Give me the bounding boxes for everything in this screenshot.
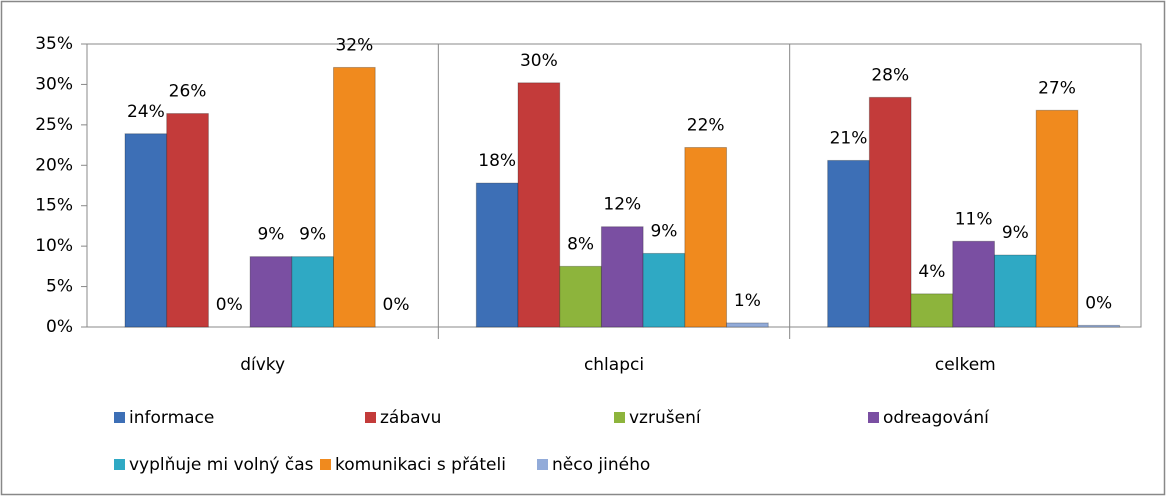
value-label: 27%: [1038, 78, 1076, 98]
value-label: 26%: [169, 82, 207, 102]
bar: [1077, 324, 1121, 328]
bar: [333, 66, 376, 328]
value-label: 30%: [520, 51, 558, 71]
bar: [475, 182, 519, 328]
legend-label: vzrušení: [629, 408, 702, 428]
legend-label: vyplňuje mi volný čas: [129, 455, 314, 475]
bar: [559, 265, 602, 328]
value-label: 22%: [687, 115, 725, 135]
y-tick-label: 25%: [35, 115, 73, 135]
bar: [249, 256, 293, 328]
y-tick-label: 30%: [35, 74, 73, 94]
value-label: 8%: [567, 234, 594, 254]
legend-swatch: [320, 459, 331, 470]
bar: [827, 159, 870, 328]
bar: [952, 240, 995, 328]
legend-label: zábavu: [380, 408, 441, 428]
value-label: 4%: [918, 262, 945, 282]
legend-swatch: [614, 412, 625, 423]
bar: [993, 254, 1037, 328]
bar: [166, 113, 209, 328]
value-label: 9%: [1002, 223, 1029, 243]
value-label: 11%: [955, 209, 993, 229]
y-tick-label: 5%: [46, 277, 73, 297]
value-label: 9%: [650, 221, 677, 241]
x-tick-label: dívky: [240, 355, 285, 375]
value-label: 12%: [603, 195, 641, 215]
legend-swatch: [114, 412, 125, 423]
bar: [868, 96, 912, 328]
bar: [600, 226, 644, 328]
legend-label: odreagování: [883, 408, 990, 428]
x-tick-label: chlapci: [584, 355, 644, 375]
bar: [726, 322, 769, 328]
value-label: 1%: [734, 291, 761, 311]
value-label: 32%: [335, 35, 373, 55]
bar: [642, 252, 686, 328]
value-label: 18%: [478, 151, 516, 171]
bar: [291, 256, 334, 328]
legend-swatch: [537, 459, 548, 470]
legend-label: informace: [129, 408, 214, 428]
value-label: 0%: [216, 295, 243, 315]
legend-label: něco jiného: [552, 455, 650, 475]
y-tick-label: 20%: [35, 155, 73, 175]
x-tick-label: celkem: [935, 355, 996, 375]
y-tick-label: 10%: [35, 236, 73, 256]
value-label: 9%: [257, 225, 284, 245]
value-label: 0%: [1085, 293, 1112, 313]
bar: [1035, 109, 1079, 328]
value-label: 24%: [127, 102, 165, 122]
bar: [124, 133, 168, 328]
value-label: 9%: [299, 225, 326, 245]
legend-swatch: [868, 412, 879, 423]
value-label: 21%: [830, 128, 868, 148]
y-tick-label: 35%: [35, 34, 73, 54]
legend-swatch: [365, 412, 376, 423]
bar: [517, 82, 561, 328]
value-label: 0%: [383, 295, 410, 315]
y-tick-label: 0%: [46, 317, 73, 337]
y-tick-label: 15%: [35, 196, 73, 216]
bar: [684, 146, 728, 328]
legend-swatch: [114, 459, 125, 470]
bar: [910, 293, 954, 328]
value-label: 28%: [871, 65, 909, 85]
legend-label: komunikaci s přáteli: [335, 455, 506, 475]
